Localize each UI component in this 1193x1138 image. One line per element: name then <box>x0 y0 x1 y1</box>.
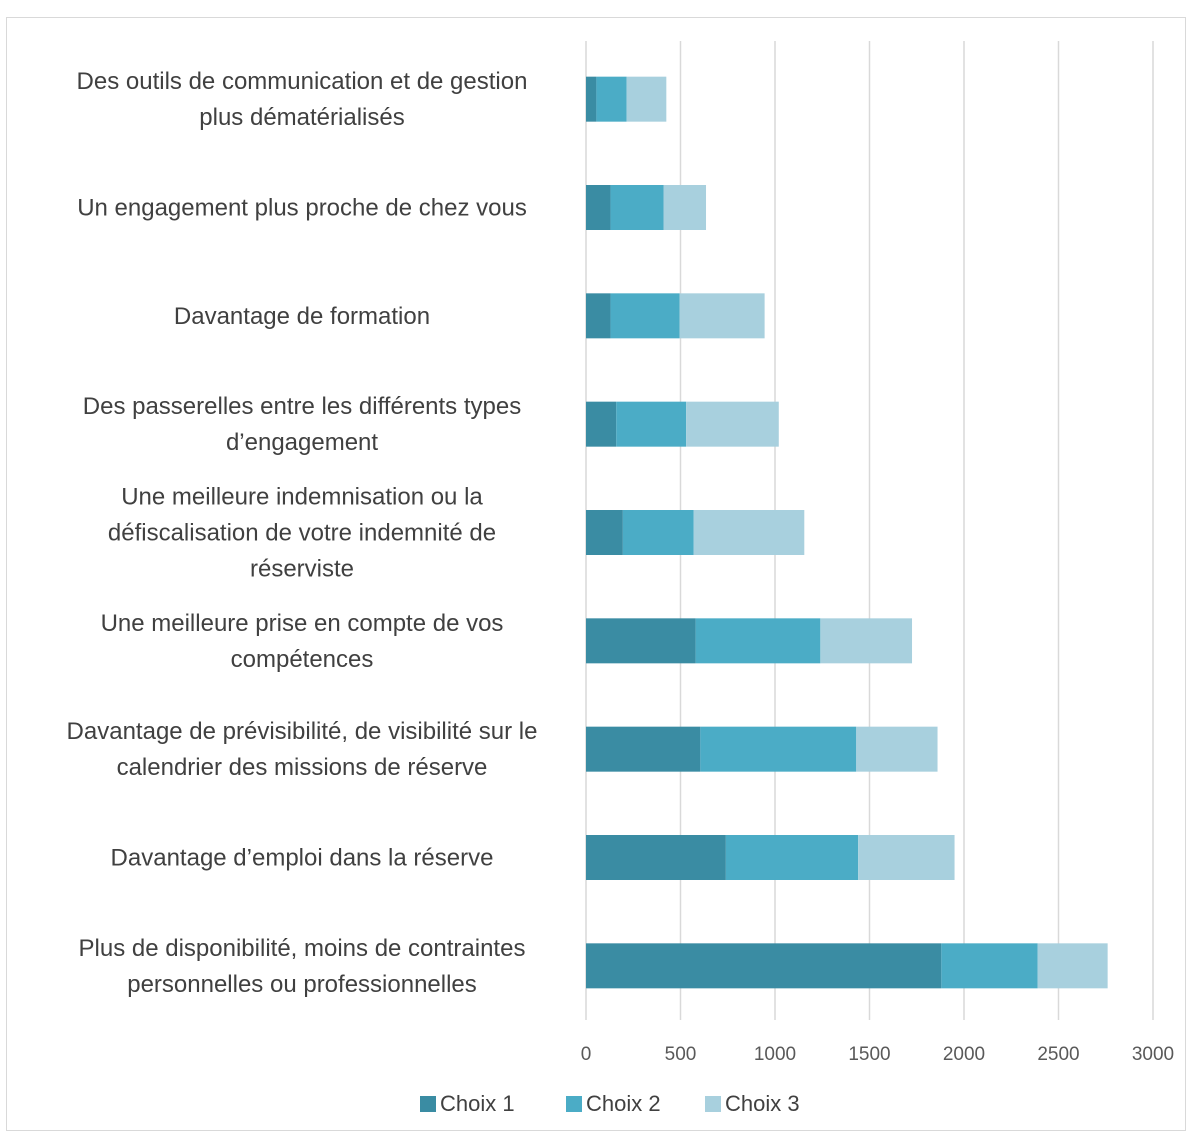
bar-choix-2-cat-5 <box>695 618 821 664</box>
legend-label-choix-1: Choix 1 <box>440 1091 515 1116</box>
legend: Choix 1 Choix 2 Choix 3 <box>420 1091 800 1116</box>
category-label-6: Davantage de prévisibilité, de visibilit… <box>67 718 538 781</box>
bars <box>586 76 1108 989</box>
category-label-line: Davantage de prévisibilité, de visibilit… <box>67 718 538 745</box>
x-tick-label: 500 <box>665 1044 697 1065</box>
category-label-3: Des passerelles entre les différents typ… <box>83 393 521 456</box>
bar-choix-1-cat-1 <box>586 185 611 230</box>
x-tick-label: 2000 <box>943 1044 985 1065</box>
category-label-1: Un engagement plus proche de chez vous <box>77 195 527 222</box>
category-label-line: Un engagement plus proche de chez vous <box>77 195 527 222</box>
category-label-line: Davantage d’emploi dans la réserve <box>111 845 494 872</box>
bar-choix-3-cat-3 <box>686 401 779 447</box>
bar-choix-1-cat-3 <box>586 401 617 447</box>
bar-choix-3-cat-4 <box>693 510 805 555</box>
legend-swatch-choix-2 <box>566 1096 582 1112</box>
bar-choix-3-cat-6 <box>856 726 938 772</box>
category-label-line: défiscalisation de votre indemnité de <box>108 520 496 547</box>
category-label-line: Plus de disponibilité, moins de contrain… <box>79 935 526 962</box>
category-label-line: personnelles ou professionnelles <box>127 971 477 998</box>
category-label-line: plus dématérialisés <box>199 104 404 131</box>
bar-choix-3-cat-1 <box>663 185 707 230</box>
bar-choix-1-cat-6 <box>586 726 701 772</box>
category-label-2: Davantage de formation <box>174 303 430 330</box>
bar-choix-3-cat-5 <box>820 618 913 664</box>
category-label-4: Une meilleure indemnisation ou la défisca… <box>108 484 496 583</box>
legend-label-choix-2: Choix 2 <box>586 1091 661 1116</box>
legend-swatch-choix-3 <box>705 1096 721 1112</box>
bar-choix-3-cat-8 <box>1037 943 1108 989</box>
bar-choix-2-cat-3 <box>616 401 687 447</box>
category-label-0: Des outils de communication et de gestio… <box>77 68 528 131</box>
category-label-line: Une meilleure prise en compte de vos <box>101 610 504 637</box>
legend-swatch-choix-1 <box>420 1096 436 1112</box>
bar-choix-2-cat-8 <box>941 943 1038 989</box>
bar-choix-1-cat-7 <box>586 835 726 880</box>
bar-choix-2-cat-1 <box>610 185 664 230</box>
category-label-8: Plus de disponibilité, moins de contrain… <box>79 935 526 998</box>
x-tick-label: 1500 <box>848 1044 890 1065</box>
x-axis-tick-labels: 0 500 1000 1500 2000 2500 3000 <box>581 1044 1174 1065</box>
bar-choix-2-cat-0 <box>596 76 627 122</box>
x-tick-label: 3000 <box>1132 1044 1174 1065</box>
bar-choix-1-cat-8 <box>586 943 942 989</box>
x-tick-label: 2500 <box>1037 1044 1079 1065</box>
bar-choix-3-cat-0 <box>626 76 667 122</box>
bar-choix-1-cat-0 <box>586 76 597 122</box>
bar-choix-3-cat-2 <box>679 293 765 339</box>
category-label-line: Une meilleure indemnisation ou la <box>121 484 483 511</box>
x-tick-label: 0 <box>581 1044 592 1065</box>
category-label-line: Davantage de formation <box>174 303 430 330</box>
bar-choix-1-cat-5 <box>586 618 696 664</box>
category-labels: Des outils de communication et de gestio… <box>67 68 538 998</box>
bar-choix-2-cat-2 <box>610 293 680 339</box>
legend-label-choix-3: Choix 3 <box>725 1091 800 1116</box>
bar-choix-2-cat-4 <box>622 510 694 555</box>
bar-choix-2-cat-7 <box>725 835 859 880</box>
bar-choix-2-cat-6 <box>700 726 857 772</box>
bar-choix-1-cat-4 <box>586 510 623 555</box>
bar-choix-3-cat-7 <box>858 835 955 880</box>
category-label-line: Des passerelles entre les différents typ… <box>83 393 521 420</box>
category-label-line: réserviste <box>250 556 354 583</box>
bar-choix-1-cat-2 <box>586 293 611 339</box>
category-label-line: calendrier des missions de réserve <box>117 754 488 781</box>
category-label-line: d’engagement <box>226 429 378 456</box>
category-label-5: Une meilleure prise en compte de vos comp… <box>101 610 504 673</box>
category-label-line: Des outils de communication et de gestio… <box>77 68 528 95</box>
category-label-7: Davantage d’emploi dans la réserve <box>111 845 494 872</box>
x-tick-label: 1000 <box>754 1044 796 1065</box>
category-label-line: compétences <box>231 646 374 673</box>
